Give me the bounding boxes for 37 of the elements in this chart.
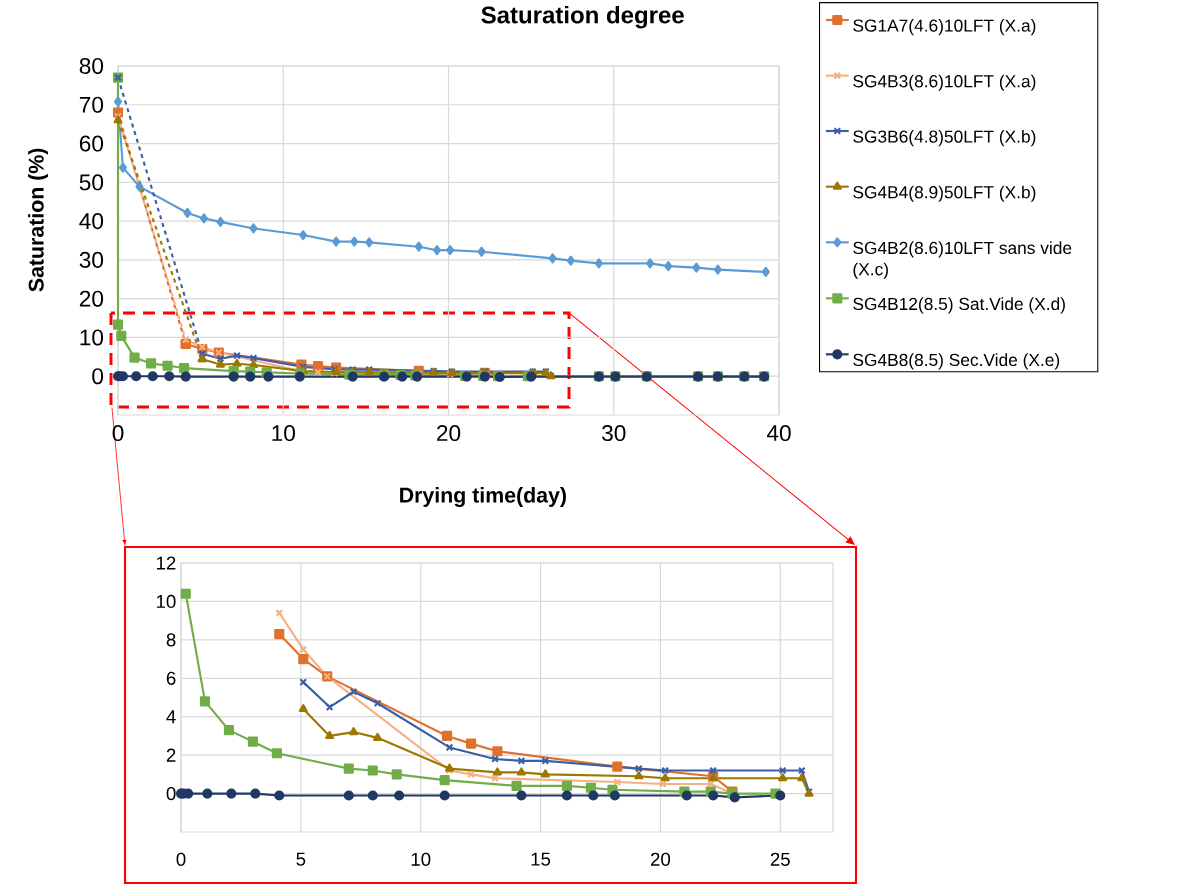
y-tick-label: 2 — [166, 748, 176, 762]
y-tick-label: 0 — [166, 786, 176, 801]
legend-label: SG3B6(4.8)50LFT (X.b) — [853, 129, 1036, 147]
y-tick-label: 12 — [156, 556, 176, 570]
y-tick-label: 60 — [79, 135, 104, 152]
y-tick-label: 6 — [166, 671, 176, 685]
y-tick-label: 70 — [79, 96, 104, 113]
y-axis-title: Saturation (%) — [28, 148, 48, 292]
x-tick-label: 0 — [112, 425, 124, 442]
legend-label: SG4B12(8.5) Sat.Vide (X.d) — [853, 297, 1065, 314]
x-axis-title: Drying time(day) — [400, 486, 566, 507]
y-tick-label: 10 — [80, 329, 104, 346]
y-tick-label: 0 — [92, 368, 104, 385]
x-tick-label: 10 — [411, 852, 431, 866]
x-tick-label: 15 — [531, 852, 551, 866]
legend-label: SG1A7(4.6)10LFT (X.a) — [853, 18, 1036, 36]
x-tick-label: 5 — [296, 852, 306, 866]
y-tick-label: 10 — [156, 594, 176, 608]
y-tick-label: 40 — [79, 213, 104, 230]
legend-label: SG4B4(8.9)50LFT (X.b) — [853, 185, 1036, 202]
legend-label: SG4B8(8.5) Sec.Vide (X.e) — [853, 353, 1060, 370]
x-tick-label: 30 — [602, 425, 626, 442]
y-tick-label: 8 — [166, 633, 176, 647]
legend-label: SG4B2(8.6)10LFT sans vide (X.c) — [853, 241, 1072, 279]
x-tick-label: 40 — [766, 425, 791, 442]
y-tick-label: 4 — [166, 710, 176, 724]
x-tick-label: 20 — [650, 852, 671, 866]
x-tick-label: 20 — [437, 425, 461, 442]
x-tick-label: 0 — [176, 852, 186, 866]
x-tick-label: 10 — [272, 425, 295, 442]
y-tick-label: 50 — [79, 174, 104, 191]
y-tick-label: 20 — [79, 290, 104, 307]
y-tick-label: 30 — [79, 251, 104, 268]
legend-label: SG4B3(8.6)10LFT (X.a) — [853, 74, 1036, 91]
y-tick-label: 80 — [79, 57, 104, 74]
chart-title: Saturation degree — [481, 5, 684, 29]
x-tick-label: 25 — [770, 852, 790, 866]
